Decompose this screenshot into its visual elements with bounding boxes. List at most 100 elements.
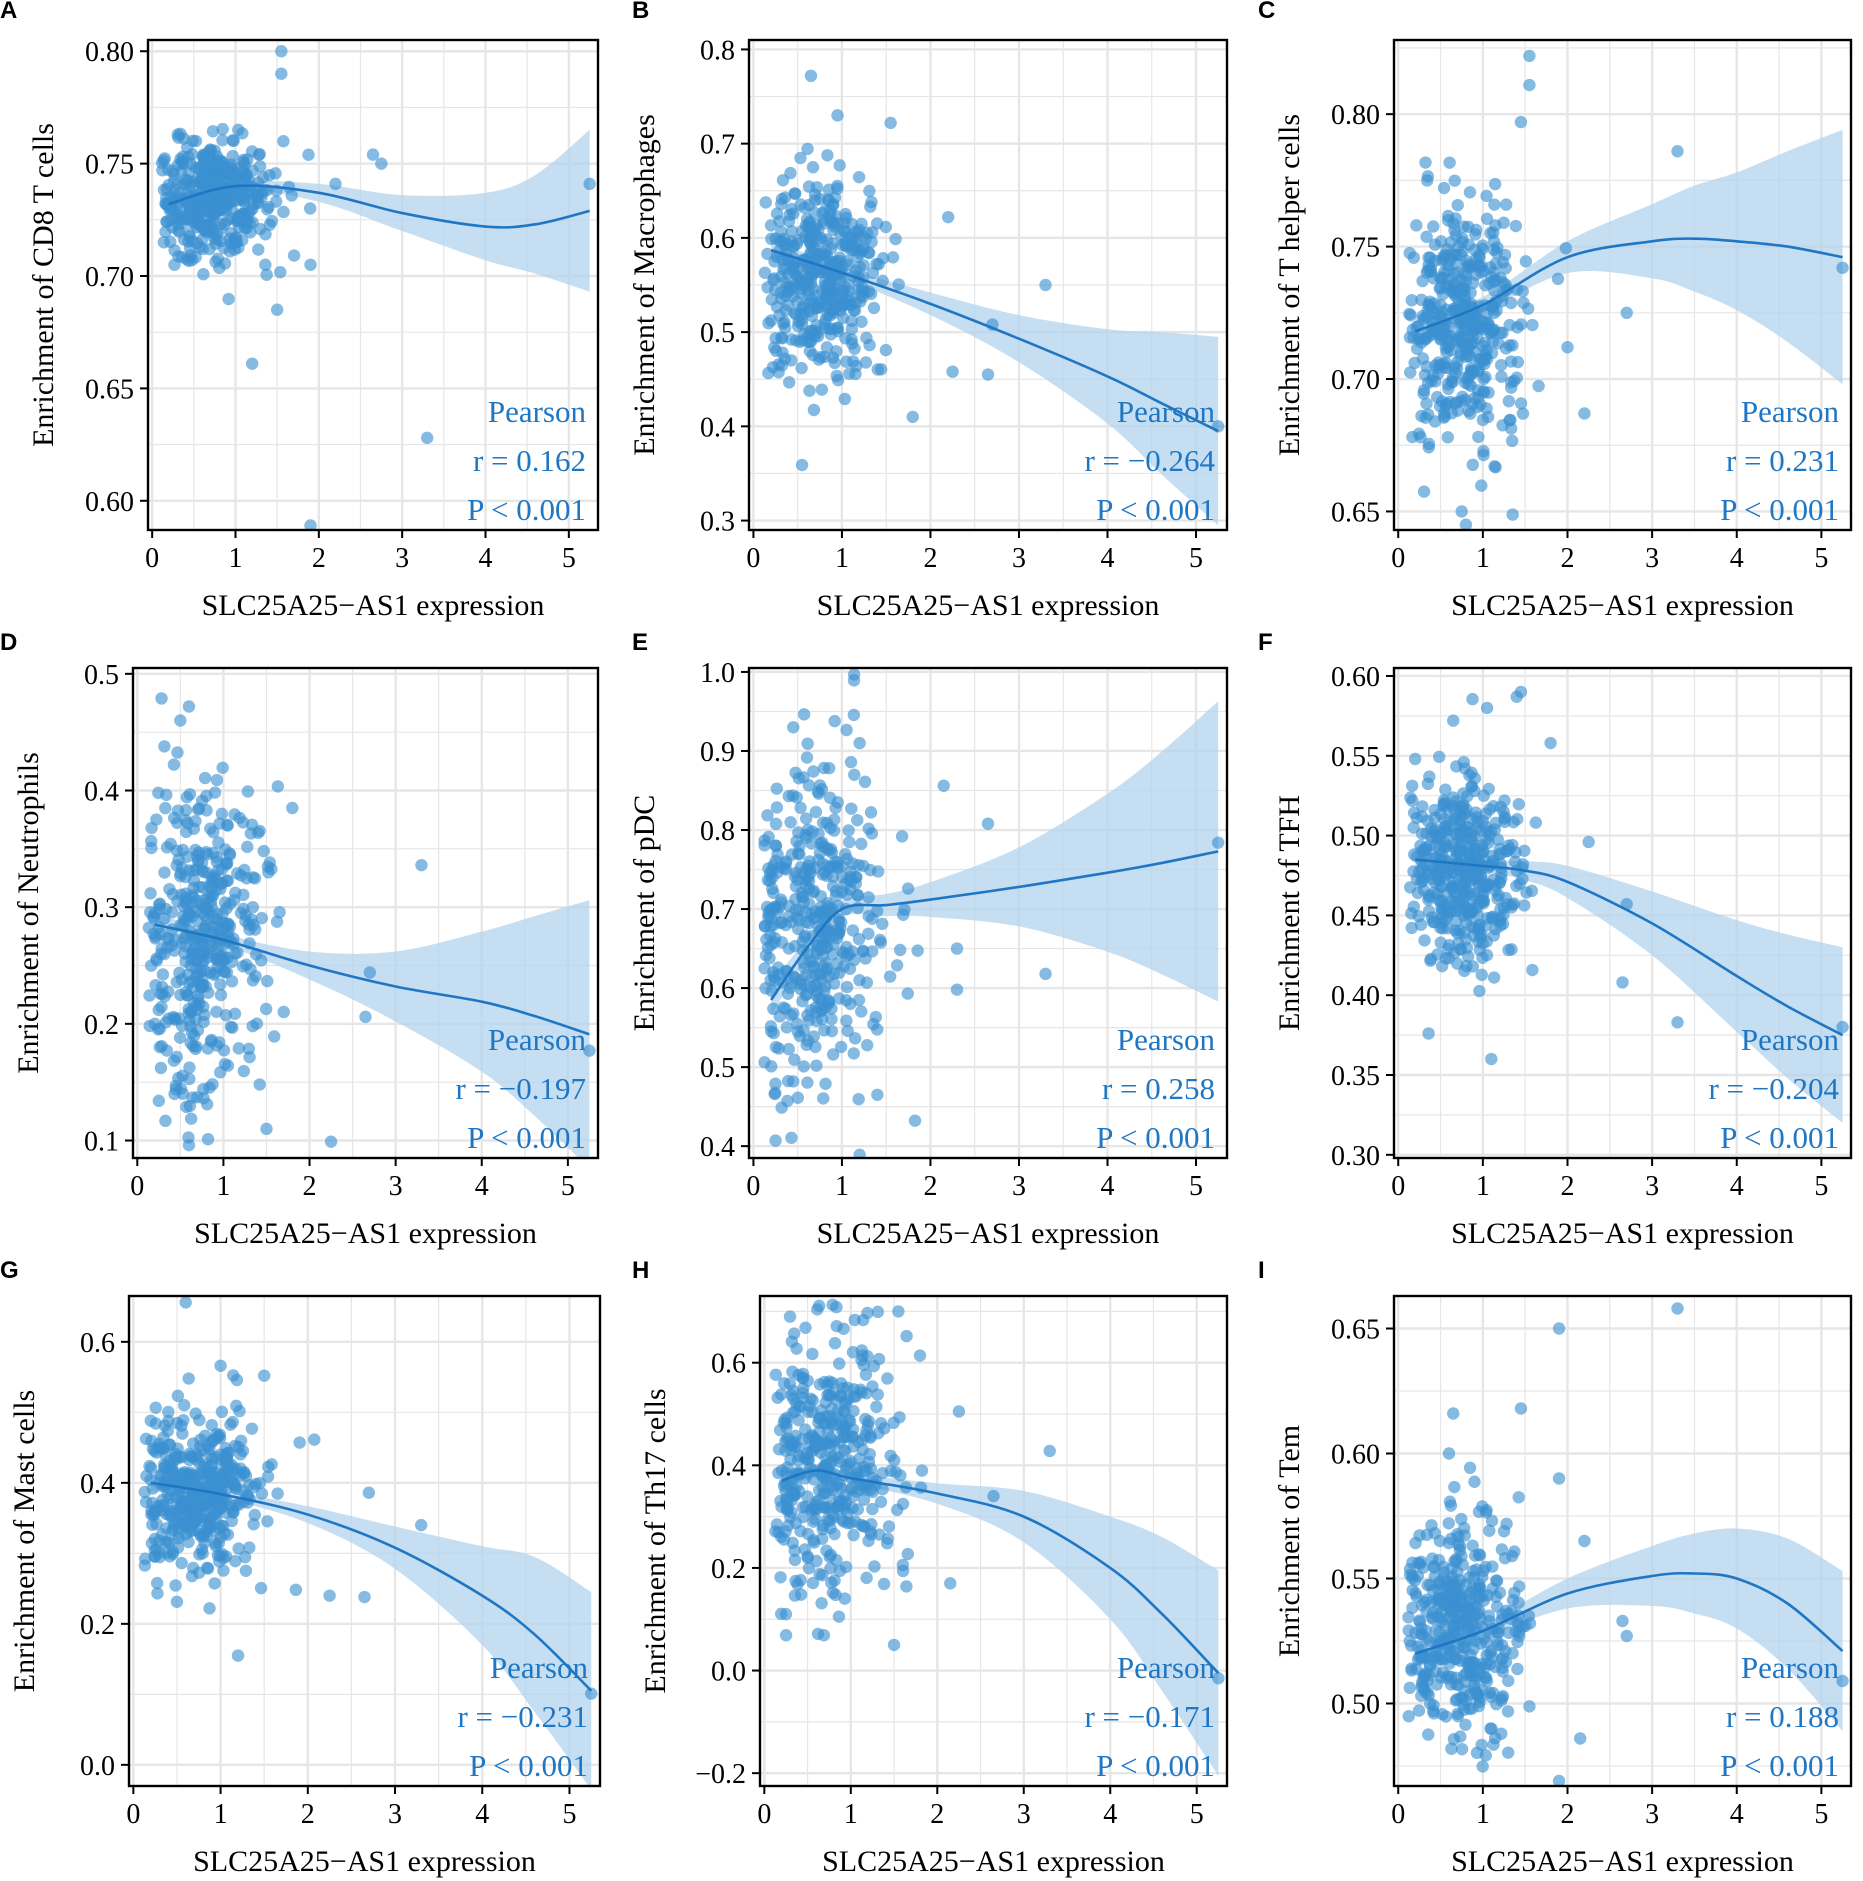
data-point: [1484, 859, 1498, 872]
panel-b-points: [758, 69, 1225, 472]
panel-e-points: [758, 668, 1225, 1158]
panel-h-p-value: P < 0.001: [1096, 1748, 1215, 1783]
data-point: [256, 170, 270, 184]
panel-i-ylabel: Enrichment of Tem: [1273, 1425, 1306, 1657]
data-point: [807, 765, 820, 778]
data-point: [308, 1433, 321, 1446]
data-point: [162, 1012, 175, 1025]
data-point: [274, 265, 287, 279]
data-point: [1421, 777, 1435, 791]
data-point: [1500, 1517, 1513, 1531]
data-point-outlier: [358, 1590, 371, 1604]
data-point: [810, 939, 824, 952]
y-tick-label: 0.75: [85, 150, 134, 181]
data-point-outlier: [1211, 836, 1225, 849]
data-point: [196, 242, 209, 256]
x-tick-label: 4: [1730, 543, 1744, 574]
data-point: [781, 987, 795, 1001]
panel-h-xlabel: SLC25A25−AS1 expression: [822, 1845, 1165, 1878]
data-point: [239, 1564, 253, 1578]
y-tick-label: 0.4: [80, 1469, 115, 1500]
panel-a-xlabel: SLC25A25−AS1 expression: [202, 589, 545, 622]
data-point: [1488, 177, 1502, 191]
data-point-outlier: [245, 357, 259, 370]
data-point: [1432, 1553, 1446, 1567]
data-point: [1421, 304, 1435, 317]
x-tick-label: 2: [312, 543, 326, 574]
data-point: [771, 906, 784, 919]
x-tick-label: 0: [1391, 1799, 1405, 1830]
data-point: [213, 1555, 226, 1568]
data-point-outlier: [892, 1305, 905, 1318]
data-point: [826, 1298, 839, 1311]
data-point: [1441, 942, 1455, 956]
data-point: [779, 1435, 792, 1448]
data-point: [775, 936, 789, 949]
data-point: [851, 1503, 864, 1516]
data-point: [840, 980, 854, 994]
data-point: [138, 1559, 152, 1572]
data-point: [1475, 968, 1488, 982]
data-point: [844, 229, 857, 243]
data-point: [771, 848, 784, 861]
data-point: [822, 761, 836, 775]
data-point: [201, 1132, 215, 1146]
data-point: [837, 1430, 851, 1444]
data-point: [195, 170, 209, 183]
data-point: [1482, 782, 1495, 796]
data-point: [804, 1392, 817, 1406]
data-point: [215, 807, 229, 821]
data-point: [881, 1532, 894, 1545]
x-tick-label: 3: [388, 1799, 402, 1830]
data-point-outlier: [1836, 1020, 1849, 1034]
data-point-outlier: [981, 368, 995, 381]
data-point: [792, 315, 805, 328]
data-point: [777, 1377, 791, 1390]
data-point: [879, 343, 893, 357]
y-tick-label: 0.7: [700, 130, 735, 161]
data-point: [1415, 1599, 1429, 1612]
data-point: [867, 1017, 880, 1031]
data-point: [253, 147, 266, 161]
data-point: [200, 1098, 214, 1111]
data-point: [810, 181, 824, 194]
data-point: [837, 1443, 851, 1457]
data-point: [1460, 959, 1473, 973]
data-point: [819, 1410, 832, 1423]
x-tick-label: 5: [562, 543, 576, 574]
panel-c-p-value: P < 0.001: [1720, 492, 1839, 527]
data-point: [792, 1368, 805, 1382]
data-point: [1511, 812, 1524, 826]
y-tick-label: −0.2: [695, 1759, 746, 1790]
data-point: [1424, 251, 1437, 264]
data-point: [1460, 338, 1474, 351]
data-point: [269, 195, 283, 208]
data-point: [815, 383, 829, 396]
data-point: [222, 292, 235, 306]
data-point: [178, 1398, 191, 1412]
data-point: [802, 263, 816, 276]
data-point-outlier: [275, 67, 288, 80]
data-point: [769, 232, 782, 245]
data-point: [163, 1536, 176, 1550]
data-point: [210, 851, 224, 864]
data-point-outlier: [583, 177, 596, 191]
data-point: [156, 1503, 170, 1517]
data-point: [165, 1463, 179, 1476]
data-point: [176, 250, 189, 264]
data-point: [812, 353, 825, 366]
data-point: [1509, 219, 1523, 233]
data-point: [218, 966, 231, 979]
data-point: [190, 894, 204, 907]
data-point: [817, 1628, 831, 1642]
data-point: [810, 1554, 823, 1568]
data-point: [1448, 174, 1461, 187]
data-point: [771, 1391, 784, 1404]
x-tick-label: 5: [562, 1799, 576, 1830]
data-point: [1477, 894, 1490, 907]
data-point: [1473, 1549, 1487, 1562]
x-tick-label: 3: [389, 1171, 403, 1202]
data-point: [153, 1040, 167, 1054]
data-point: [1457, 1703, 1471, 1716]
data-point: [232, 1542, 245, 1555]
